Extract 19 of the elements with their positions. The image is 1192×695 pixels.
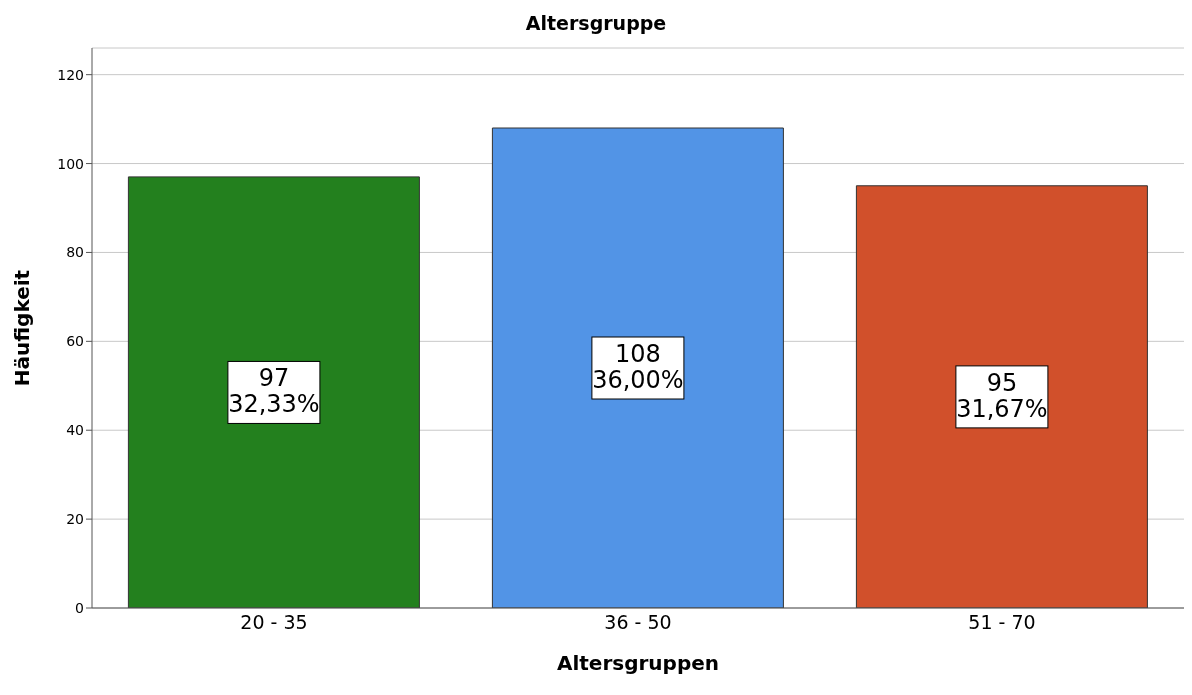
y-tick-label: 80 [66, 244, 84, 261]
x-tick-label: 36 - 50 [604, 611, 672, 634]
x-tick-label: 20 - 35 [240, 611, 308, 634]
bar [855, 185, 1148, 608]
data-label: 97 32,33% [228, 364, 320, 419]
data-label: 108 36,00% [592, 340, 684, 394]
chart-title: Altersgruppe [524, 11, 668, 36]
y-tick-label: 100 [57, 155, 84, 172]
x-tick-label: 51 - 70 [968, 611, 1036, 634]
y-tick-label: 120 [57, 66, 84, 83]
bar [127, 176, 420, 608]
data-label: 95 31,67% [956, 368, 1048, 423]
y-axis-title: Häufigkeit [10, 269, 35, 387]
y-tick-label: 0 [75, 599, 84, 616]
y-tick-label: 40 [66, 422, 84, 439]
bar [491, 127, 784, 608]
x-axis-title: Altersgruppen [556, 651, 720, 675]
y-tick-label: 60 [66, 333, 84, 350]
y-tick-label: 20 [66, 511, 84, 528]
